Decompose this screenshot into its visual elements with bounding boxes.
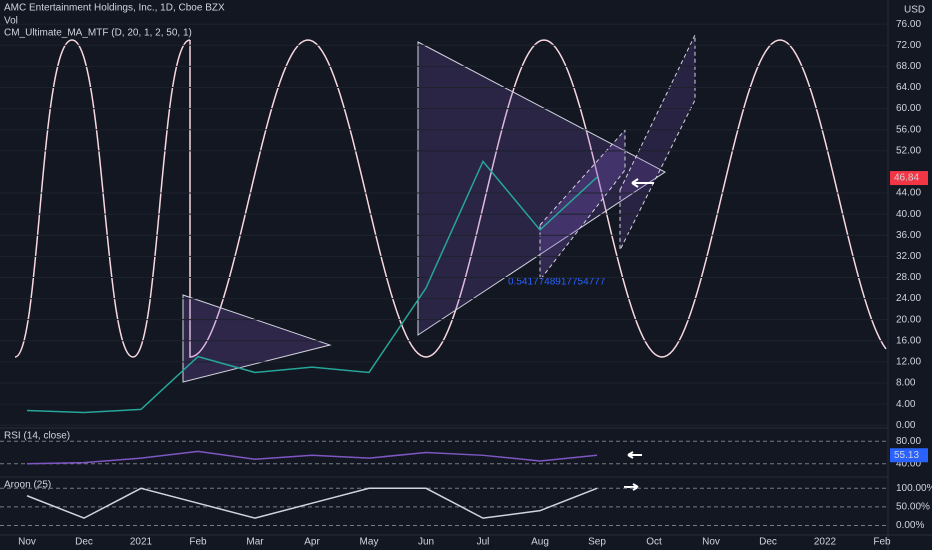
y-tick-label: 36.00: [896, 230, 921, 241]
y-tick-label: 32.00: [896, 251, 921, 262]
sine-drawing: [189, 39, 887, 358]
x-tick-label: Feb: [189, 537, 207, 548]
x-tick-label: 2022: [814, 537, 837, 548]
symbol-title: AMC Entertainment Holdings, Inc., 1D, Cb…: [4, 3, 225, 14]
y-tick-label: 44.00: [896, 188, 921, 199]
plot: Nov Dec 2021 Feb Mar Apr May Jun Jul Aug Sep Oct Nov…: [0, 19, 932, 548]
y-tick-label: 64.00: [896, 82, 921, 93]
x-tick-label: Oct: [646, 537, 662, 548]
triangle-drawing: [417, 41, 666, 336]
y-tick-label: 76.00: [896, 19, 921, 30]
y-tick-label: 40.00: [896, 458, 921, 469]
y-tick-label: 24.00: [896, 293, 921, 304]
x-tick-label: Jun: [418, 537, 434, 548]
y-tick-label: 0.00%: [896, 520, 924, 531]
y-tick-label: 4.00: [896, 399, 916, 410]
y-tick-label: 56.00: [896, 124, 921, 135]
arrow: [627, 451, 642, 459]
x-tick-label: Nov: [18, 537, 36, 548]
x-tick-label: Dec: [75, 537, 93, 548]
y-tick-label: 16.00: [896, 335, 921, 346]
pane-title: Aroon (25): [4, 480, 51, 491]
channel-drawing: [619, 34, 696, 251]
y-tick-label: 20.00: [896, 314, 921, 325]
y-tick-label: 0.00: [896, 420, 916, 431]
sine-drawing: [14, 39, 191, 358]
y-tick-label: 60.00: [896, 103, 921, 114]
y-tick-label: 40.00: [896, 209, 921, 220]
currency: USD: [904, 5, 925, 16]
volume-label: Vol: [4, 16, 18, 27]
x-tick-label: Jul: [477, 537, 490, 548]
series-line: [26, 450, 598, 465]
x-tick-label: Apr: [304, 537, 320, 548]
series-line: [26, 159, 598, 414]
last-value-box: [890, 448, 928, 463]
y-tick-label: 68.00: [896, 61, 921, 72]
x-tick-label: Sep: [588, 537, 606, 548]
arrow: [631, 178, 654, 188]
x-tick-label: Nov: [702, 537, 720, 548]
arrow: [624, 483, 639, 491]
last-value-box: [890, 171, 928, 186]
study-label: CM_Ultimate_MA_MTF (D, 20, 1, 2, 50, 1): [4, 28, 192, 39]
y-tick-label: 28.00: [896, 272, 921, 283]
x-tick-label: Feb: [873, 537, 891, 548]
series-line: [26, 487, 598, 519]
pane-title: RSI (14, close): [4, 431, 70, 442]
x-tick-label: Mar: [246, 537, 264, 548]
y-tick-label: 12.00: [896, 357, 921, 368]
last-value-label: 55.13: [894, 450, 919, 461]
y-tick-label: 52.00: [896, 145, 921, 156]
y-tick-label: 72.00: [896, 40, 921, 51]
x-tick-label: Dec: [759, 537, 777, 548]
x-tick-label: Aug: [531, 537, 549, 548]
last-value-label: 46.84: [894, 173, 919, 184]
y-tick-label: 50.00%: [896, 502, 930, 513]
annotation: 0.5417748917754777: [508, 277, 606, 288]
x-tick-label: May: [360, 537, 379, 548]
y-tick-label: 80.00: [896, 436, 921, 447]
x-tick-label: 2021: [130, 537, 153, 548]
y-tick-label: 100.00%: [896, 483, 932, 494]
channel-drawing: [539, 128, 626, 282]
y-tick-label: 8.00: [896, 378, 916, 389]
